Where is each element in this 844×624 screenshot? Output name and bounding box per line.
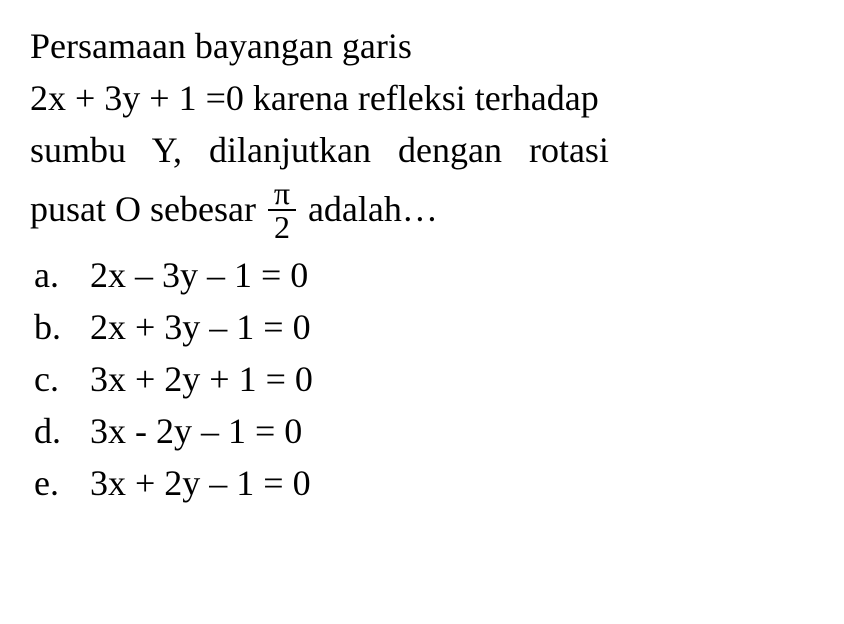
option-text: 3x - 2y – 1 = 0 — [90, 405, 814, 457]
option-letter: a. — [34, 249, 70, 301]
option-e: e. 3x + 2y – 1 = 0 — [34, 457, 814, 509]
question-line-3: sumbu Y, dilanjutkan dengan rotasi — [30, 124, 814, 176]
option-text: 3x + 2y + 1 = 0 — [90, 353, 814, 405]
option-letter: e. — [34, 457, 70, 509]
option-text: 3x + 2y – 1 = 0 — [90, 457, 814, 509]
option-letter: d. — [34, 405, 70, 457]
fraction-numerator: π — [270, 177, 294, 209]
option-letter: c. — [34, 353, 70, 405]
question-line-4-part2: adalah… — [308, 183, 438, 235]
question-line-4: pusat O sebesar π 2 adalah… — [30, 177, 814, 243]
option-a: a. 2x – 3y – 1 = 0 — [34, 249, 814, 301]
question-line-4-part1: pusat O sebesar — [30, 183, 256, 235]
fraction-pi-over-2: π 2 — [268, 177, 296, 243]
question-line-2: 2x + 3y + 1 =0 karena refleksi terhadap — [30, 72, 814, 124]
question-line-1: Persamaan bayangan garis — [30, 20, 814, 72]
question-block: Persamaan bayangan garis 2x + 3y + 1 =0 … — [30, 20, 814, 243]
option-text: 2x – 3y – 1 = 0 — [90, 249, 814, 301]
options-list: a. 2x – 3y – 1 = 0 b. 2x + 3y – 1 = 0 c.… — [30, 249, 814, 510]
fraction-denominator: 2 — [268, 209, 296, 243]
option-letter: b. — [34, 301, 70, 353]
option-c: c. 3x + 2y + 1 = 0 — [34, 353, 814, 405]
option-b: b. 2x + 3y – 1 = 0 — [34, 301, 814, 353]
option-text: 2x + 3y – 1 = 0 — [90, 301, 814, 353]
option-d: d. 3x - 2y – 1 = 0 — [34, 405, 814, 457]
